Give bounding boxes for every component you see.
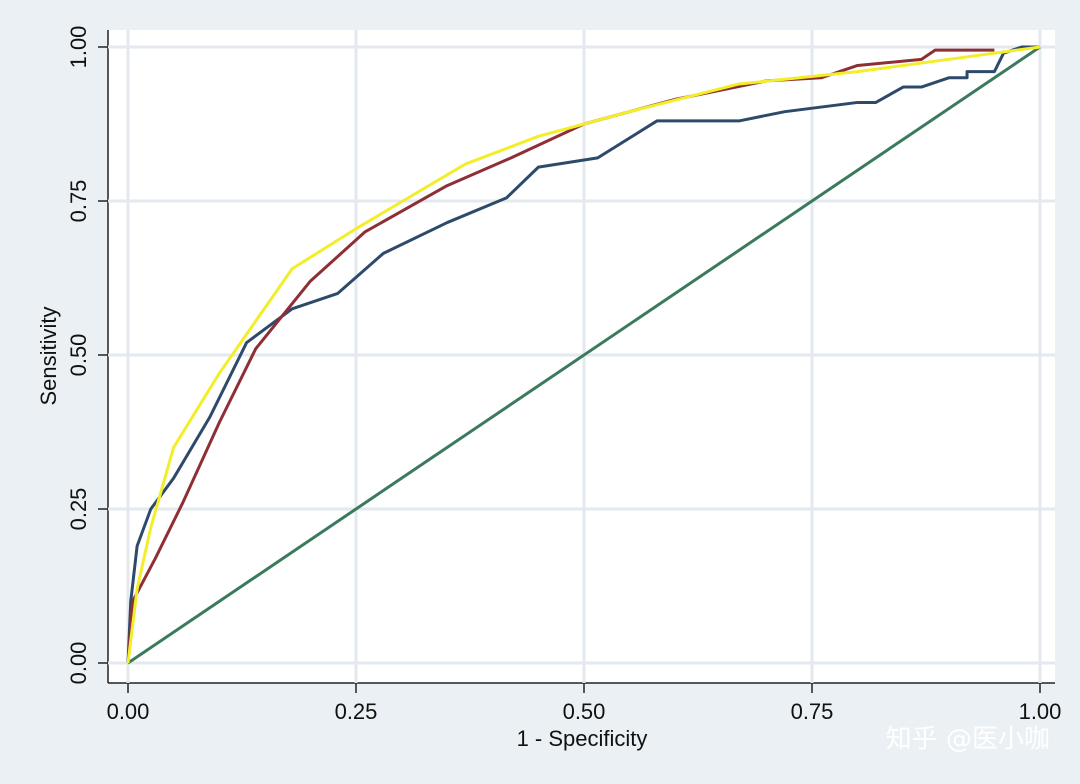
y-axis-title: Sensitivity: [36, 306, 61, 405]
y-tick-label: 1.00: [66, 26, 91, 69]
roc-line: [127, 45, 1041, 665]
roc-line: [126, 48, 995, 664]
roc-line: [126, 45, 1040, 664]
x-tick-label: 1.00: [1019, 699, 1062, 724]
y-tick-label: 0.00: [66, 642, 91, 685]
y-tick-label: 0.50: [66, 334, 91, 377]
y-tick-label: 0.25: [66, 488, 91, 531]
x-tick-label: 0.75: [791, 699, 834, 724]
y-tick-label: 0.75: [66, 180, 91, 223]
x-tick-label: 0.25: [335, 699, 378, 724]
x-tick-label: 0.00: [107, 699, 150, 724]
roc-line: [126, 45, 1041, 664]
watermark: 知乎 @医小咖: [886, 725, 1050, 755]
x-axis-title: 1 - Specificity: [517, 726, 648, 751]
x-tick-label: 0.50: [563, 699, 606, 724]
